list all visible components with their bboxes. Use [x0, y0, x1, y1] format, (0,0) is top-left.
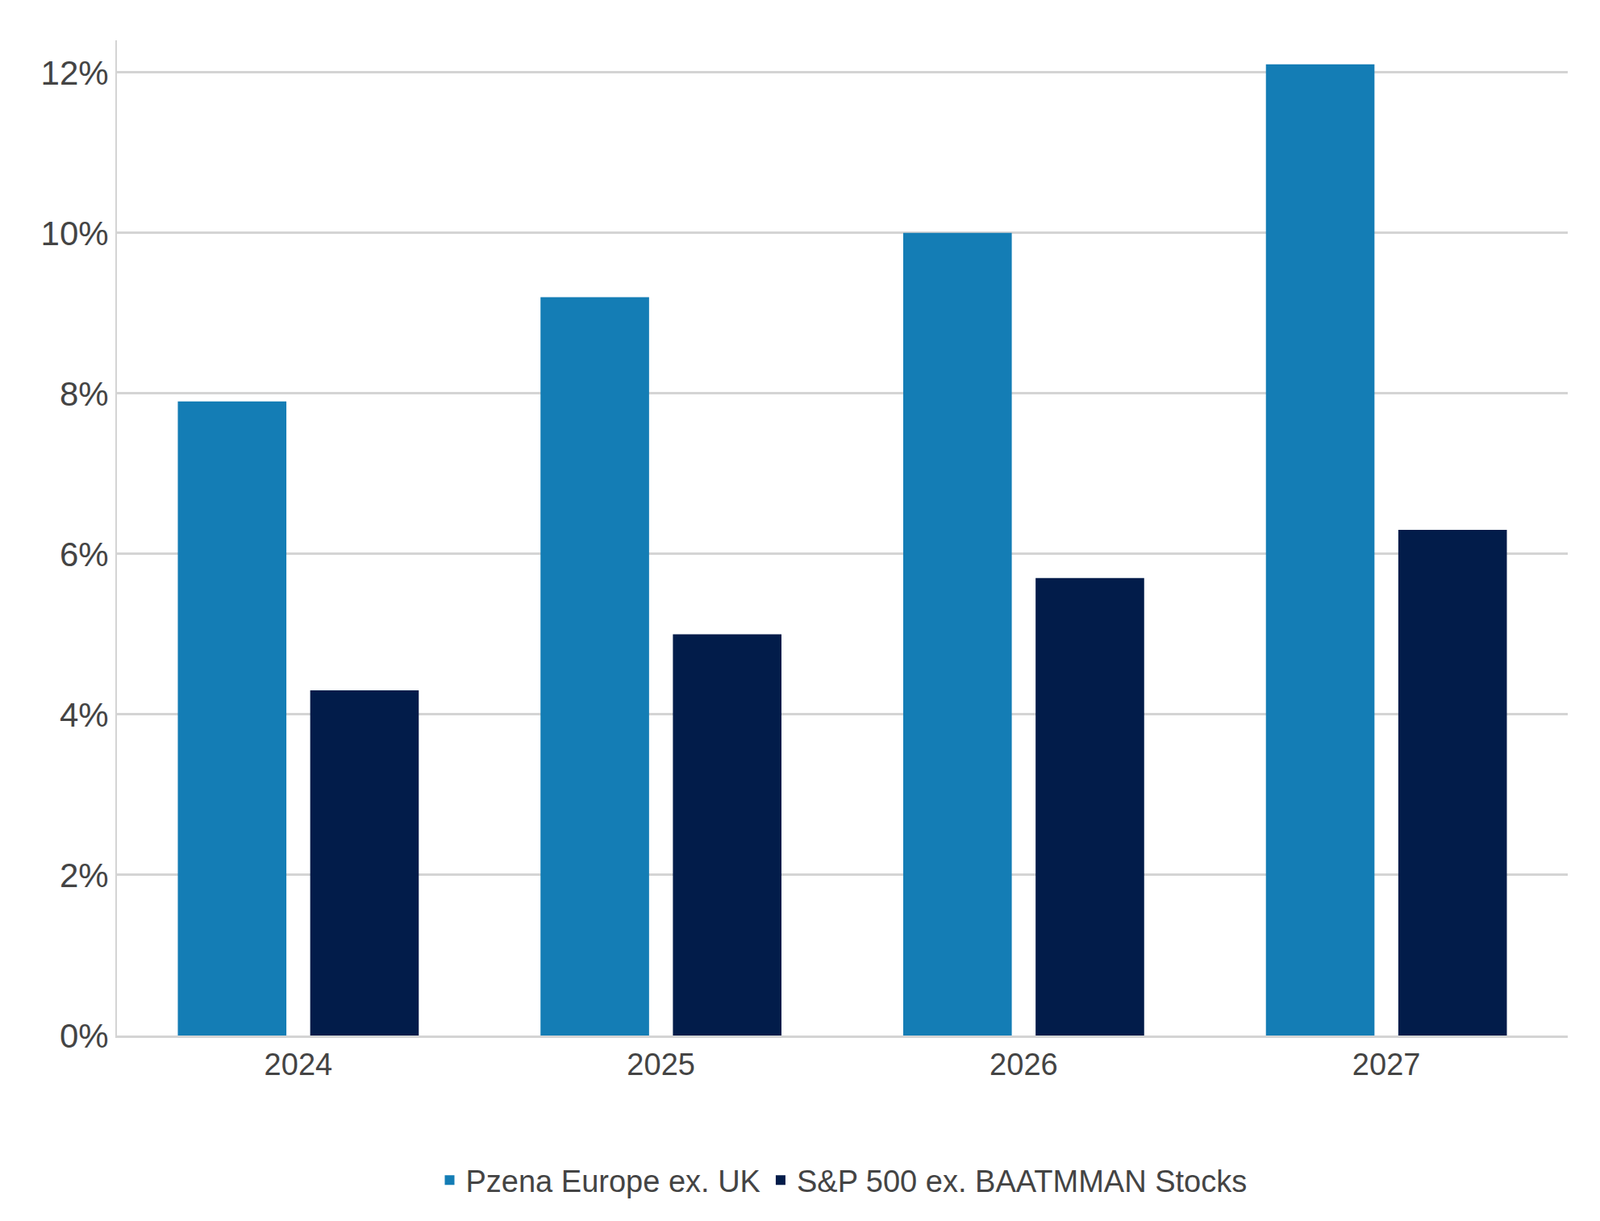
svg-text:6%: 6% — [59, 535, 109, 574]
svg-text:S&P 500 ex. BAATMMAN Stocks: S&P 500 ex. BAATMMAN Stocks — [796, 1164, 1247, 1199]
svg-text:0%: 0% — [59, 1016, 109, 1055]
svg-text:12%: 12% — [41, 54, 109, 92]
svg-text:2026: 2026 — [989, 1047, 1059, 1082]
svg-text:2%: 2% — [59, 856, 109, 895]
svg-text:4%: 4% — [59, 695, 109, 734]
svg-text:2024: 2024 — [264, 1047, 334, 1082]
svg-text:Pzena Europe ex. UK: Pzena Europe ex. UK — [466, 1164, 761, 1199]
svg-text:2027: 2027 — [1352, 1047, 1421, 1082]
svg-text:8%: 8% — [59, 375, 109, 413]
svg-text:10%: 10% — [41, 214, 109, 253]
svg-text:2025: 2025 — [626, 1047, 696, 1082]
